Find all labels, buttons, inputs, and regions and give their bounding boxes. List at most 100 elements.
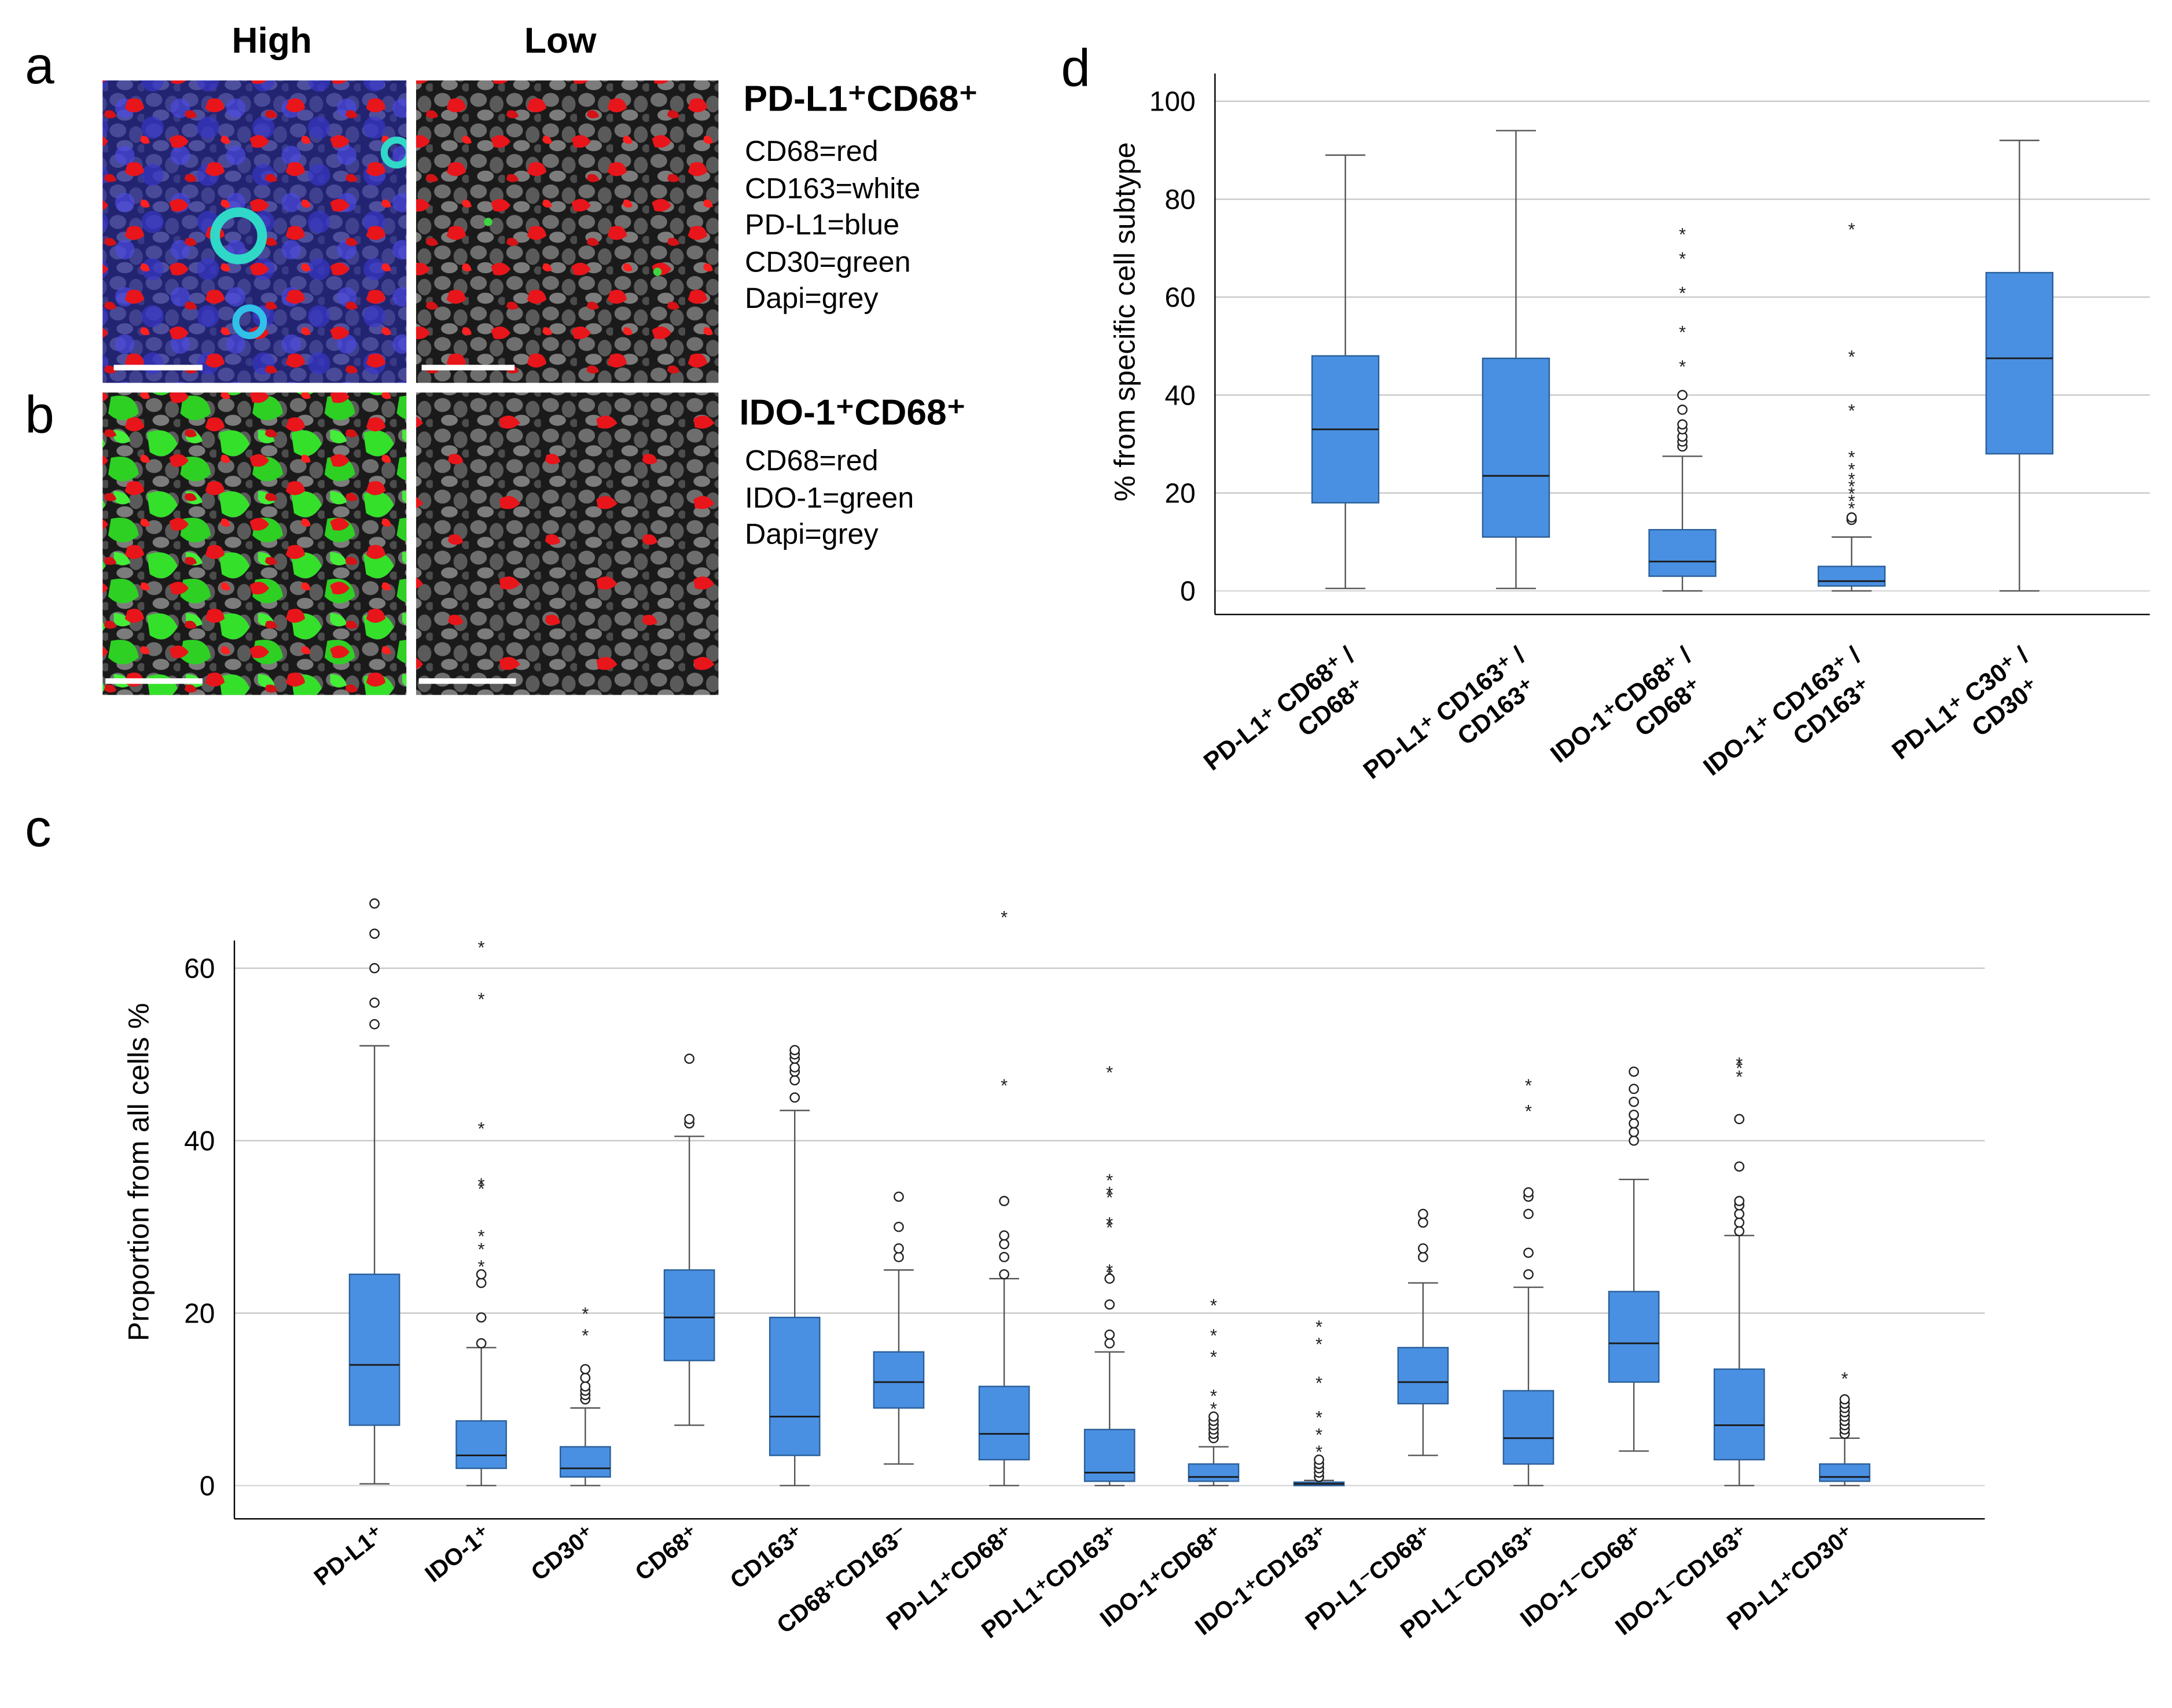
box-c-9: ****** bbox=[1293, 1317, 1345, 1486]
panel-letter-c: c bbox=[25, 799, 52, 858]
outlier-circle bbox=[999, 1230, 1009, 1241]
outlier-circle bbox=[1677, 419, 1688, 430]
scale-bar bbox=[421, 365, 515, 370]
box-d-2: * * * * * bbox=[1648, 224, 1717, 592]
outlier-circle bbox=[1629, 1096, 1640, 1107]
outlier-circle bbox=[1846, 512, 1857, 523]
outlier-circle bbox=[1629, 1135, 1640, 1146]
x-category-label: CD163⁺ bbox=[725, 1520, 809, 1594]
y-axis-title: Proportion from all cells % bbox=[122, 1003, 155, 1341]
legend-a-item: PD-L1=blue bbox=[745, 208, 899, 241]
outlier-circle bbox=[580, 1364, 591, 1375]
micrograph-a-low bbox=[416, 80, 719, 383]
outlier-star: * bbox=[1679, 224, 1686, 244]
outlier-star: * bbox=[478, 1226, 485, 1247]
outlier-star: * bbox=[1315, 1408, 1322, 1428]
outlier-circle bbox=[1629, 1066, 1640, 1077]
outlier-circle bbox=[1104, 1338, 1115, 1349]
legend-b-item: Dapi=grey bbox=[745, 517, 879, 550]
outlier-star: * bbox=[1848, 447, 1855, 467]
outlier-star: * bbox=[1679, 283, 1686, 303]
column-header-low: Low bbox=[524, 21, 597, 61]
panel-letter-a: a bbox=[25, 36, 54, 95]
outlier-star: * bbox=[1848, 469, 1855, 489]
outlier-star: * bbox=[1525, 1101, 1532, 1122]
box-iqr bbox=[348, 1273, 400, 1426]
scale-bar bbox=[105, 678, 203, 684]
legend-b-title: IDO-1⁺CD68⁺ bbox=[739, 392, 965, 432]
outlier-circle bbox=[1208, 1411, 1219, 1422]
legend-a-item: CD30=green bbox=[745, 245, 911, 278]
outlier-star: * bbox=[1210, 1347, 1217, 1367]
x-category-label: PD-L1⁺ CD68⁺ /CD68⁺ bbox=[1199, 641, 1379, 800]
outlier-star: * bbox=[1525, 1075, 1532, 1096]
x-category-label: PD-L1⁺ bbox=[309, 1520, 389, 1591]
y-tick-label: 0 bbox=[200, 1471, 215, 1501]
y-tick-label: 20 bbox=[1165, 479, 1196, 509]
box-c-5 bbox=[873, 1191, 925, 1465]
outlier-star: * bbox=[1210, 1325, 1217, 1346]
box-d-1 bbox=[1482, 130, 1550, 589]
box-iqr bbox=[560, 1446, 611, 1478]
scale-bar bbox=[113, 365, 203, 370]
outlier-circle bbox=[684, 1053, 694, 1064]
box-c-2: ** bbox=[560, 1304, 611, 1486]
box-d-3: ********** bbox=[1817, 219, 1886, 592]
outlier-star: * bbox=[1106, 1213, 1113, 1233]
legend-a: PD-L1⁺CD68⁺ CD68=red CD163=white PD-L1=b… bbox=[744, 79, 978, 314]
outlier-star: * bbox=[1841, 1368, 1848, 1389]
outlier-star: * bbox=[1679, 322, 1686, 343]
outlier-circle bbox=[684, 1114, 694, 1125]
outlier-circle bbox=[1734, 1217, 1745, 1228]
y-tick-label: 40 bbox=[1165, 380, 1196, 411]
outlier-circle bbox=[1104, 1299, 1115, 1310]
legend-b-item: IDO-1=green bbox=[745, 481, 914, 514]
outlier-circle bbox=[476, 1277, 487, 1288]
outlier-star: * bbox=[1736, 1054, 1743, 1074]
box-iqr bbox=[1648, 528, 1717, 577]
outlier-circle bbox=[580, 1372, 591, 1383]
box-iqr bbox=[1713, 1368, 1765, 1461]
outlier-star: * bbox=[478, 989, 485, 1009]
legend-b: IDO-1⁺CD68⁺ CD68=red IDO-1=green Dapi=gr… bbox=[739, 392, 965, 550]
outlier-star: * bbox=[1001, 1075, 1008, 1096]
outlier-star: * bbox=[1679, 249, 1686, 269]
box-iqr bbox=[1188, 1463, 1240, 1482]
outlier-circle bbox=[1523, 1247, 1534, 1258]
box-c-11: ** bbox=[1502, 1075, 1554, 1486]
outlier-circle bbox=[999, 1269, 1009, 1280]
box-c-6: ** bbox=[978, 907, 1030, 1486]
outlier-star: * bbox=[1848, 476, 1855, 497]
box-iqr bbox=[769, 1316, 821, 1456]
outlier-star: * bbox=[1315, 1424, 1322, 1445]
outlier-star: * bbox=[1106, 1188, 1113, 1208]
y-tick-label: 0 bbox=[1180, 576, 1196, 607]
outlier-star: * bbox=[1679, 357, 1686, 377]
outlier-circle bbox=[1629, 1118, 1640, 1129]
outlier-circle bbox=[1417, 1217, 1428, 1228]
box-iqr bbox=[455, 1420, 507, 1470]
box-d-0 bbox=[1311, 154, 1380, 589]
outlier-star: * bbox=[1210, 1295, 1217, 1316]
outlier-star: * bbox=[1848, 401, 1855, 421]
outlier-star: * bbox=[1848, 347, 1855, 367]
box-iqr bbox=[1482, 357, 1550, 538]
outlier-star: * bbox=[478, 1257, 485, 1277]
micrograph-b-low bbox=[416, 392, 719, 695]
y-tick-label: 40 bbox=[184, 1126, 215, 1157]
outlier-circle bbox=[1677, 390, 1688, 401]
legend-a-item: CD68=red bbox=[745, 134, 879, 167]
panel-letter-b: b bbox=[25, 386, 54, 445]
x-category-label: IDO-1⁺ bbox=[420, 1520, 495, 1587]
outlier-circle bbox=[1629, 1083, 1640, 1094]
outlier-circle bbox=[1734, 1226, 1745, 1237]
panel-letter-d: d bbox=[1061, 39, 1090, 98]
outlier-star: * bbox=[478, 1179, 485, 1199]
box-c-4 bbox=[769, 1045, 821, 1486]
outlier-circle bbox=[1734, 1196, 1745, 1206]
outlier-circle bbox=[789, 1092, 800, 1103]
box-iqr bbox=[978, 1386, 1030, 1461]
box-iqr bbox=[663, 1269, 715, 1361]
outlier-circle bbox=[1417, 1252, 1428, 1262]
